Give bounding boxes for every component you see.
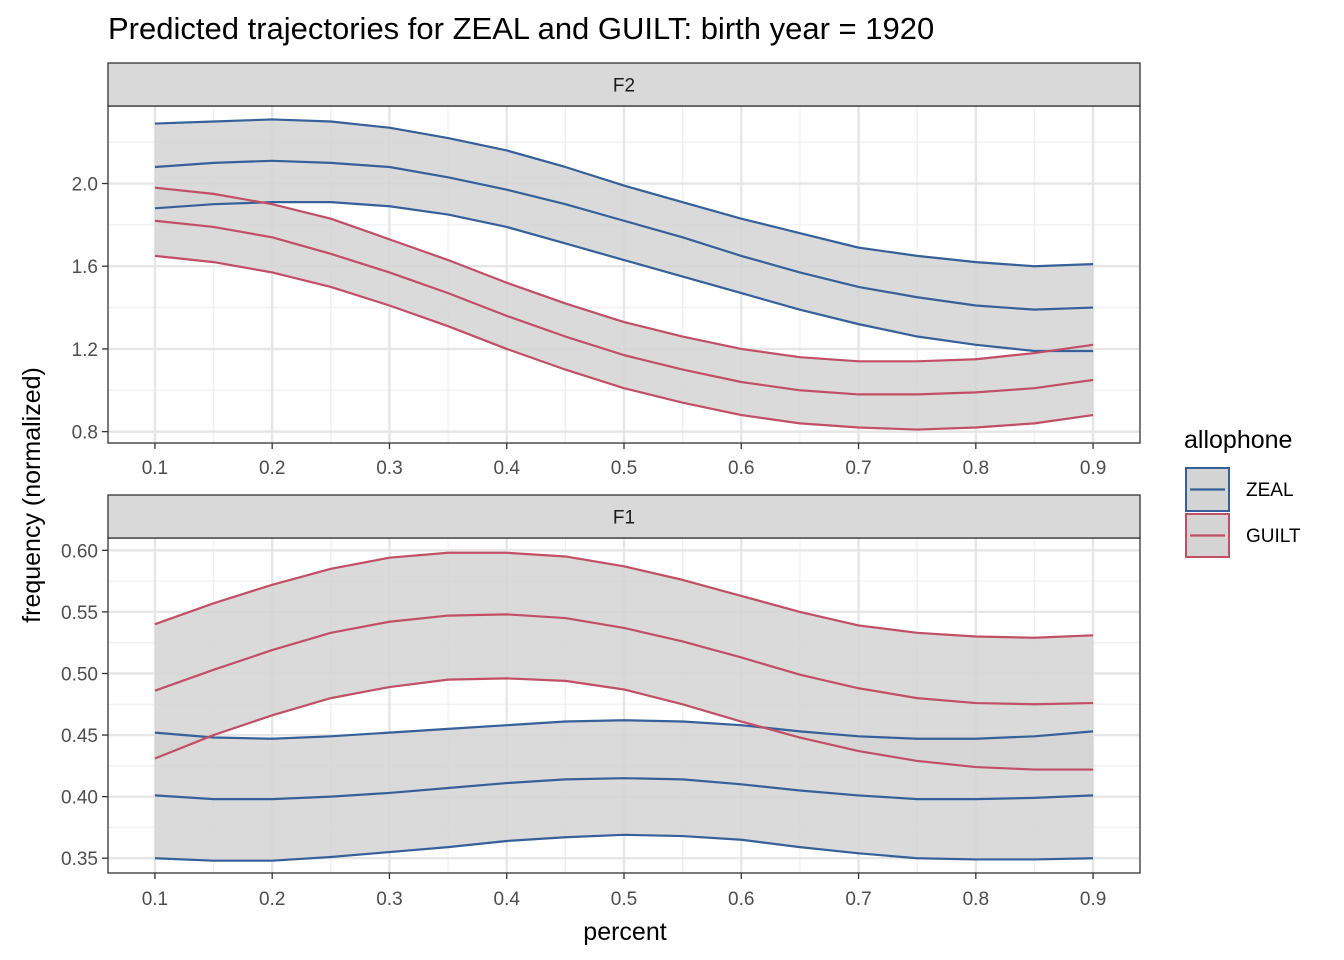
series-line-zeal-lower	[154, 833, 1094, 862]
confidence-band-guilt	[154, 552, 1094, 770]
series-line-guilt-fit	[154, 613, 1094, 706]
x-tick-label: 0.8	[963, 889, 989, 910]
series-line-zeal-upper	[154, 719, 1094, 740]
y-tick-label: 2.0	[72, 175, 98, 196]
x-tick-label: 0.4	[494, 889, 521, 910]
facet-strip-label: F2	[613, 76, 635, 97]
y-tick-label: 0.55	[61, 603, 98, 624]
facet-strip-F2	[107, 62, 1141, 107]
x-tick-label: 0.2	[259, 889, 285, 910]
x-axis-title: percent	[583, 918, 666, 946]
series-line-guilt-lower	[154, 677, 1094, 771]
legend-item-zeal: ZEAL	[1185, 467, 1294, 512]
x-tick-label: 0.5	[611, 458, 637, 479]
y-tick-label: 0.35	[61, 849, 98, 870]
series-line-zeal-upper	[154, 118, 1094, 268]
legend-label: ZEAL	[1246, 480, 1294, 501]
series-line-guilt-upper	[154, 551, 1094, 639]
y-axis-title: frequency (normalized)	[18, 367, 46, 623]
x-tick-label: 0.9	[1080, 889, 1106, 910]
facet-panels: F2 0.8 1.2 1.6 2.0 0.1 0.2 0.3 0.4 0.5 0.6 0.7 0.8 0.…	[61, 62, 1141, 910]
x-tick-label: 0.1	[142, 889, 168, 910]
confidence-band-guilt	[154, 187, 1094, 430]
series-line-zeal-fit	[154, 777, 1094, 801]
y-tick-label: 1.2	[72, 340, 98, 361]
x-tick-label: 0.7	[845, 458, 871, 479]
y-tick-label: 0.8	[72, 423, 98, 444]
x-tick-label: 0.6	[728, 889, 754, 910]
legend-item-guilt: GUILT	[1185, 513, 1301, 558]
y-tick-label: 0.45	[61, 726, 98, 747]
series-line-guilt-lower	[154, 254, 1094, 431]
x-tick-label: 0.3	[376, 889, 402, 910]
y-tick-label: 0.60	[61, 541, 98, 562]
series-line-zeal-lower	[154, 201, 1094, 353]
legend: allophone ZEAL GUILT	[1184, 426, 1301, 558]
x-tick-label: 0.7	[845, 889, 871, 910]
legend-label: GUILT	[1246, 526, 1301, 547]
chart-title: Predicted trajectories for ZEAL and GUIL…	[108, 11, 934, 46]
y-tick-label: 0.50	[61, 664, 98, 685]
x-tick-label: 0.5	[611, 889, 637, 910]
x-tick-label: 0.4	[494, 458, 521, 479]
y-tick-label: 1.6	[72, 257, 98, 278]
x-tick-label: 0.1	[142, 458, 168, 479]
x-tick-label: 0.8	[963, 458, 989, 479]
confidence-band-zeal	[154, 119, 1094, 351]
facet-strip-F1	[107, 494, 1141, 539]
series-line-guilt-upper	[154, 186, 1094, 363]
series-line-guilt-fit	[154, 219, 1094, 396]
facet-strip-label: F1	[613, 508, 635, 529]
legend-title: allophone	[1184, 426, 1292, 454]
y-tick-label: 0.40	[61, 788, 98, 809]
series-line-zeal-fit	[154, 159, 1094, 311]
x-tick-label: 0.2	[259, 458, 285, 479]
x-tick-label: 0.6	[728, 458, 754, 479]
confidence-band-zeal	[154, 720, 1094, 861]
facet-panel-F2: F2 0.8 1.2 1.6 2.0 0.1 0.2 0.3 0.4 0.5 0.6 0.7 0.8 0.…	[72, 62, 1141, 479]
x-tick-label: 0.3	[376, 458, 402, 479]
facet-panel-F1: F1 0.35 0.40 0.45 0.50 0.55 0.60 0.1 0.2 0.3 0.4 0.…	[61, 494, 1141, 910]
x-tick-label: 0.9	[1080, 458, 1106, 479]
